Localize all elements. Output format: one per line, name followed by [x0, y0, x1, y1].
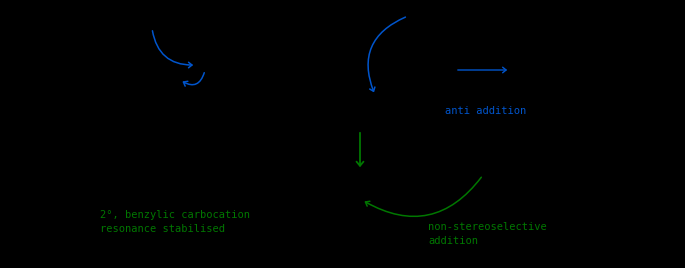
Text: anti addition: anti addition — [445, 106, 526, 116]
Text: 2°, benzylic carbocation
resonance stabilised: 2°, benzylic carbocation resonance stabi… — [100, 210, 250, 234]
Text: non-stereoselective
addition: non-stereoselective addition — [428, 222, 547, 246]
